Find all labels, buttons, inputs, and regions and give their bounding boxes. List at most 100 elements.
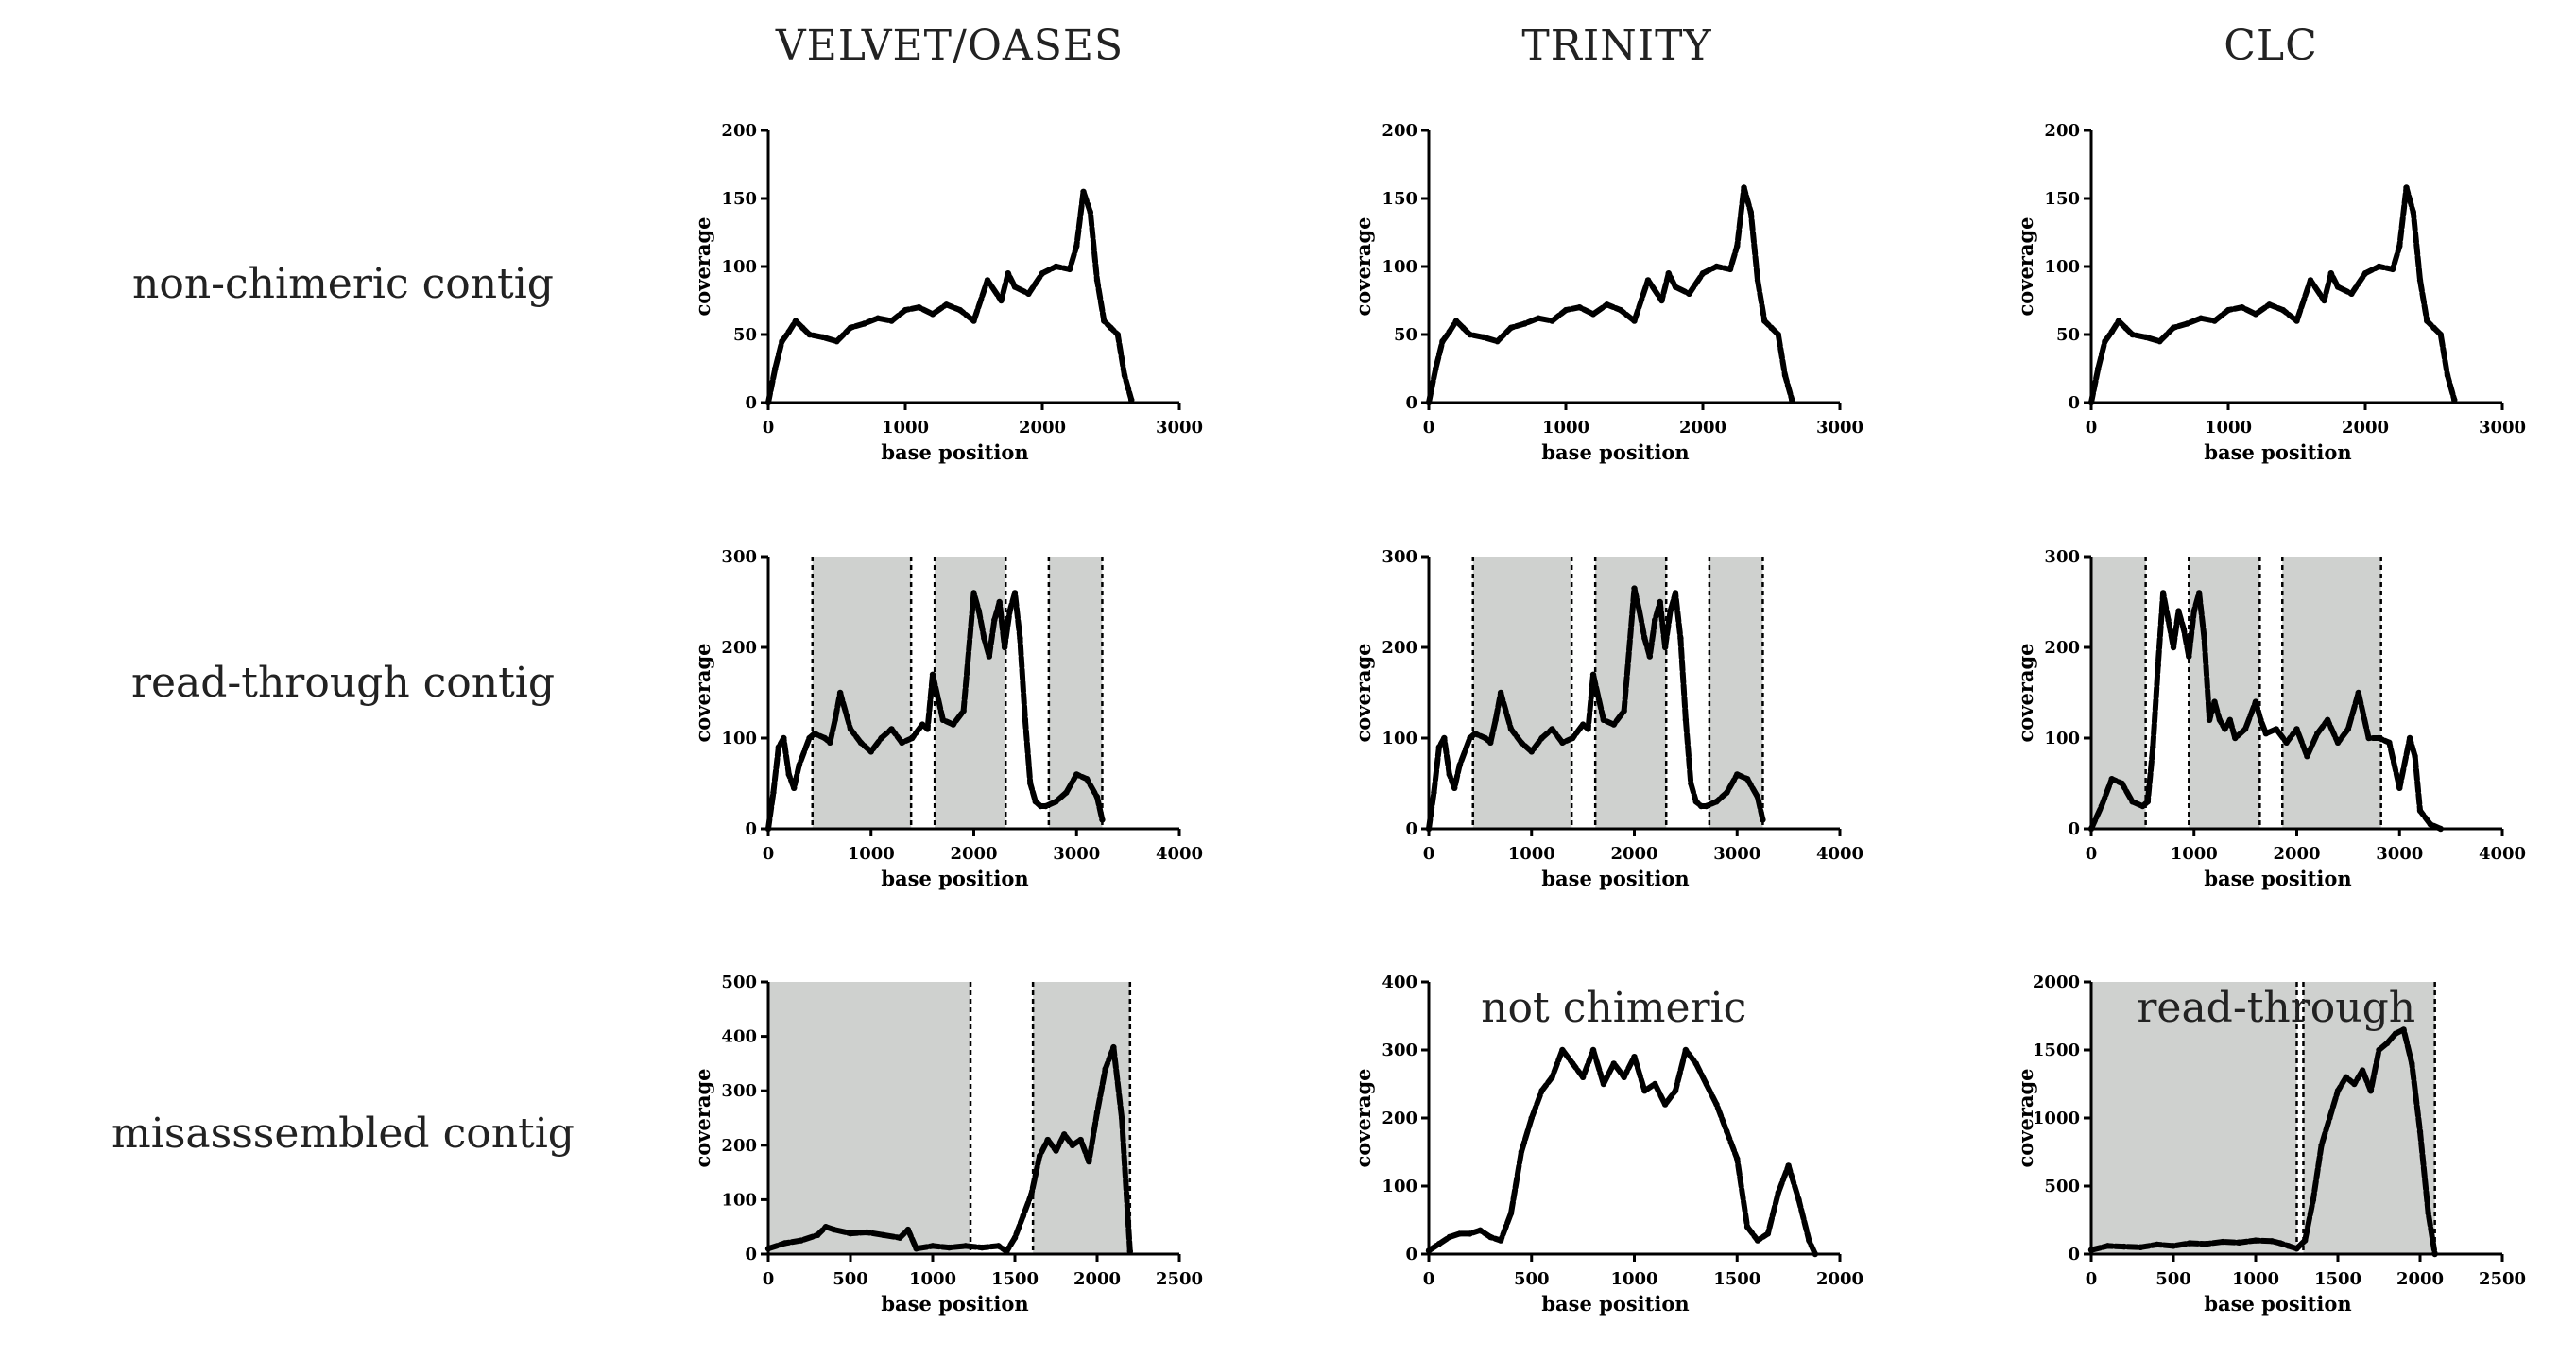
data-point	[2190, 608, 2197, 614]
data-point	[2180, 626, 2188, 632]
y-tick-label: 200	[1382, 1109, 1417, 1128]
x-tick-label: 3000	[1713, 844, 1760, 864]
data-point	[2365, 734, 2372, 742]
data-point	[1507, 324, 1515, 331]
x-tick-label: 3000	[1053, 844, 1100, 864]
data-point	[1446, 771, 1452, 778]
data-point	[1672, 590, 1679, 596]
chart-panel-r2c1: 0 100 200 300 400 0 500 1000 1500 2000 base positi…	[1351, 972, 1863, 1316]
data-point	[2324, 716, 2331, 723]
data-point	[2129, 331, 2136, 338]
data-point	[2425, 1210, 2431, 1217]
data-point	[2222, 726, 2228, 732]
data-point	[2144, 799, 2152, 805]
data-point	[2142, 334, 2150, 341]
data-point	[2409, 1060, 2415, 1067]
x-tick-label: 1000	[1508, 844, 1555, 864]
data-point	[1703, 802, 1709, 810]
data-point	[764, 825, 772, 833]
data-point	[798, 1237, 804, 1244]
data-point	[2216, 716, 2224, 723]
data-point	[1011, 284, 1019, 290]
data-point	[2203, 1241, 2209, 1247]
data-point	[1610, 1060, 1617, 1067]
data-point	[2266, 301, 2273, 308]
chart-panel-r2c2: 0 500 1000 1500 2000 0 500 1000 1500 2000 2500 base…	[2014, 972, 2526, 1316]
data-point	[772, 365, 779, 372]
data-point	[2241, 726, 2249, 732]
y-tick-label: 50	[1394, 325, 1417, 345]
data-point	[1001, 644, 1008, 651]
y-tick-label: 0	[745, 393, 757, 413]
data-point	[1559, 739, 1566, 746]
data-point	[2416, 1128, 2424, 1135]
data-point	[2186, 653, 2192, 660]
row-label-read-through: read-through contig	[131, 659, 555, 707]
y-tick-label: 400	[1382, 972, 1417, 992]
data-point	[847, 324, 854, 331]
data-point	[929, 1243, 936, 1249]
y-tick-label: 500	[721, 972, 757, 992]
data-point	[790, 784, 798, 791]
data-point	[1570, 1060, 1576, 1067]
data-point	[1692, 1060, 1699, 1067]
data-point	[781, 1240, 788, 1247]
data-point	[2285, 1243, 2292, 1249]
data-point	[1652, 1080, 1658, 1088]
data-point	[2396, 784, 2403, 791]
data-point	[1703, 1080, 1709, 1088]
data-point	[2262, 731, 2270, 737]
data-point	[2102, 338, 2108, 345]
data-point	[1754, 277, 1761, 284]
x-tick-label: 1000	[882, 418, 929, 438]
x-tick-label: 0	[2086, 418, 2098, 438]
data-point	[792, 318, 799, 324]
y-tick-label: 0	[1405, 819, 1417, 839]
data-point	[1734, 771, 1741, 778]
x-tick-label: 0	[2086, 1269, 2098, 1289]
data-point	[1570, 734, 1576, 742]
data-point	[2115, 318, 2122, 324]
data-point	[1022, 716, 1029, 723]
data-point	[1741, 184, 1747, 191]
data-point	[1812, 1250, 1819, 1258]
data-point	[822, 1224, 830, 1230]
data-point	[1114, 331, 1121, 338]
data-point	[815, 1231, 821, 1239]
data-point	[1036, 1153, 1043, 1160]
y-tick-label: 0	[2068, 819, 2080, 839]
data-point	[1734, 1156, 1741, 1162]
data-point	[2195, 590, 2203, 596]
y-tick-label: 400	[721, 1027, 757, 1047]
data-point	[1006, 608, 1013, 614]
data-point	[861, 320, 867, 327]
data-point	[1425, 1247, 1433, 1254]
y-tick-label: 300	[721, 1081, 757, 1101]
data-point	[1617, 306, 1624, 314]
y-tick-label: 150	[1382, 189, 1417, 209]
data-point	[1083, 776, 1091, 783]
data-point	[1646, 653, 1654, 660]
data-point	[2410, 209, 2416, 215]
y-tick-label: 200	[1382, 121, 1417, 141]
data-point	[904, 1226, 912, 1233]
data-point	[2351, 1080, 2358, 1088]
data-point	[2310, 1196, 2317, 1203]
column-titles: VELVET/OASES TRINITY CLC	[775, 22, 2317, 70]
data-point	[2197, 315, 2205, 321]
data-point	[2175, 608, 2182, 614]
data-point	[1579, 721, 1587, 728]
data-point	[2293, 726, 2300, 732]
data-point	[1086, 1158, 1092, 1165]
data-point	[943, 301, 950, 308]
data-point	[1699, 270, 1707, 277]
data-point	[962, 1243, 969, 1249]
data-point	[2334, 739, 2342, 746]
x-tick-label: 500	[1514, 1269, 1550, 1289]
data-point	[1435, 744, 1443, 750]
y-tick-label: 100	[721, 257, 757, 277]
data-point	[1576, 304, 1583, 311]
